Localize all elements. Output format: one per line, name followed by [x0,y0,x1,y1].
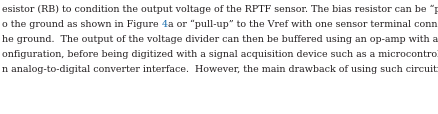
Text: o the ground as shown in Figure: o the ground as shown in Figure [2,20,161,29]
Text: esistor (RB) to condition the output voltage of the RPTF sensor. The bias resist: esistor (RB) to condition the output vol… [2,5,438,14]
Text: a or “pull-up” to the Vref with one sensor terminal connec: a or “pull-up” to the Vref with one sens… [167,20,438,29]
Text: 4: 4 [161,20,167,29]
Text: onfiguration, before being digitized with a signal acquisition device such as a : onfiguration, before being digitized wit… [2,50,438,58]
Text: he ground.  The output of the voltage divider can then be buffered using an op-a: he ground. The output of the voltage div… [2,35,438,44]
Text: n analog-to-digital converter interface.  However, the main drawback of using su: n analog-to-digital converter interface.… [2,64,438,73]
